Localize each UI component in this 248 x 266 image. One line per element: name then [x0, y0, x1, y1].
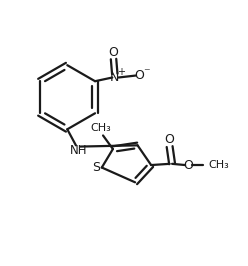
- Text: ⁻: ⁻: [144, 66, 150, 80]
- Text: +: +: [117, 67, 125, 77]
- Text: CH₃: CH₃: [209, 160, 229, 170]
- Text: O: O: [183, 159, 193, 172]
- Text: S: S: [92, 161, 100, 174]
- Text: NH: NH: [70, 144, 87, 157]
- Text: CH₃: CH₃: [90, 123, 111, 133]
- Text: O: O: [134, 69, 144, 82]
- Text: O: O: [109, 45, 119, 59]
- Text: N: N: [110, 71, 120, 84]
- Text: O: O: [165, 133, 175, 146]
